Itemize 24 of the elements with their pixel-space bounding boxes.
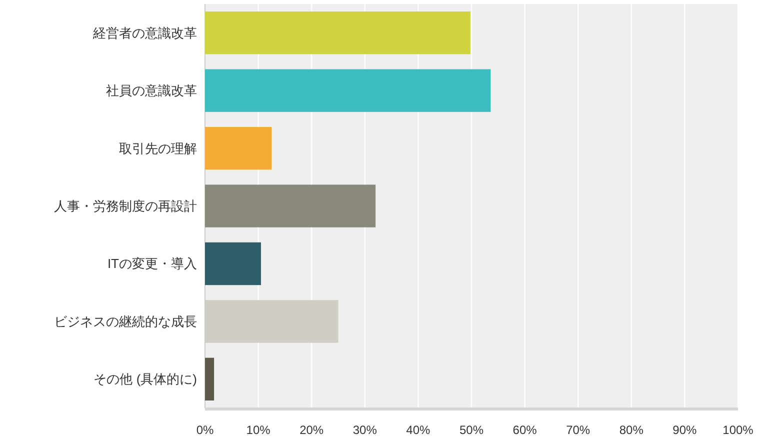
y-tick-label: 人事・労務制度の再設計 — [54, 198, 197, 214]
x-tick-label: 70% — [566, 423, 590, 437]
x-tick-label: 20% — [300, 423, 324, 437]
bar — [205, 184, 376, 228]
x-tick-label: 60% — [512, 423, 538, 437]
x-tick-label: 80% — [619, 423, 644, 437]
y-tick-label: ビジネスの継続的な成長 — [54, 314, 197, 329]
x-tick-label: 10% — [246, 423, 271, 437]
bar — [205, 242, 261, 286]
x-tick-label: 30% — [352, 423, 378, 437]
bar — [205, 126, 272, 170]
bar — [205, 12, 470, 54]
x-tick-label: 0% — [196, 423, 214, 437]
x-tick-label: 100% — [722, 423, 754, 437]
x-tick-label: 90% — [672, 423, 698, 437]
y-tick-label: 社員の意識改革 — [106, 83, 197, 98]
y-tick-label: その他 (具体的に) — [94, 372, 197, 387]
bar — [205, 69, 491, 112]
x-tick-label: 40% — [406, 423, 431, 437]
x-tick-label: 50% — [459, 423, 484, 437]
bar — [205, 358, 214, 400]
y-tick-label: 経営者の意識改革 — [92, 25, 197, 40]
y-tick-label: ITの変更・導入 — [107, 256, 197, 272]
y-tick-label: 取引先の理解 — [119, 140, 197, 156]
